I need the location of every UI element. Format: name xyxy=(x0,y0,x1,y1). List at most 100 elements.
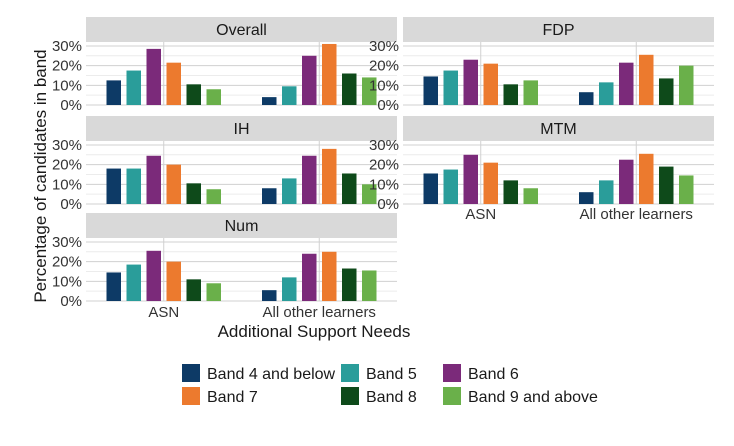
bar-mtm-asn-band-7 xyxy=(483,162,498,204)
y-tick-label: 20% xyxy=(52,157,82,174)
panel-strip xyxy=(403,116,714,141)
bar-num-all-other-learners-band-8 xyxy=(342,268,357,301)
bar-mtm-asn-band-5 xyxy=(443,169,458,204)
bar-ih-asn-band-5 xyxy=(126,168,141,204)
legend-label: Band 7 xyxy=(207,389,258,406)
bar-num-asn-band-4-and-below xyxy=(106,272,121,301)
bar-num-all-other-learners-band-6 xyxy=(302,253,317,301)
y-tick-label: 0% xyxy=(60,196,82,213)
bar-fdp-all-other-learners-band-7 xyxy=(639,54,654,105)
legend-swatch xyxy=(443,364,461,382)
bar-fdp-asn-band-9-and-above xyxy=(523,80,538,105)
bar-overall-all-other-learners-band-7 xyxy=(322,43,337,105)
y-tick-label: 0% xyxy=(60,293,82,310)
legend-label: Band 8 xyxy=(366,389,417,406)
bar-fdp-asn-band-7 xyxy=(483,63,498,105)
bar-overall-asn-band-7 xyxy=(166,62,181,105)
bar-ih-all-other-learners-band-7 xyxy=(322,148,337,204)
panel-title: IH xyxy=(234,121,250,138)
bar-num-asn-band-8 xyxy=(186,279,201,301)
bar-fdp-asn-band-8 xyxy=(503,84,518,105)
panel-mtm: MTM 0% 10% 20% 30% xyxy=(369,116,714,213)
legend: Band 4 and below Band 5 Band 6 Band 7 Band 8… xyxy=(182,364,598,406)
panel-overall: Overall 0% 10% 20% 30% xyxy=(52,17,397,114)
bar-overall-all-other-learners-band-9-and-above xyxy=(362,77,377,105)
y-tick-label: 10% xyxy=(52,273,82,290)
panel-strip xyxy=(403,17,714,42)
bar-mtm-all-other-learners-band-4-and-below xyxy=(579,192,594,204)
legend-item-band-6: Band 6 xyxy=(443,364,519,383)
panel-num: Num 0% 10% 20% 30% xyxy=(52,213,397,310)
y-tick-label: 0% xyxy=(377,196,399,213)
bar-fdp-all-other-learners-band-9-and-above xyxy=(679,65,694,105)
panel-strip xyxy=(86,17,397,42)
bar-num-asn-band-6 xyxy=(146,250,161,301)
bar-ih-all-other-learners-band-9-and-above xyxy=(362,184,377,204)
bar-num-asn-band-5 xyxy=(126,264,141,301)
bar-mtm-asn-band-8 xyxy=(503,180,518,204)
bar-overall-all-other-learners-band-8 xyxy=(342,73,357,105)
bar-ih-asn-band-8 xyxy=(186,183,201,204)
bar-overall-asn-band-9-and-above xyxy=(206,89,221,105)
bar-mtm-all-other-learners-band-5 xyxy=(599,180,614,204)
bar-fdp-all-other-learners-band-5 xyxy=(599,82,614,105)
y-tick-label: 10% xyxy=(52,176,82,193)
legend-item-band-7: Band 7 xyxy=(182,387,258,406)
x-tick-label: ASN xyxy=(465,206,496,223)
x-tick-label: ASN xyxy=(148,304,179,321)
legend-swatch xyxy=(182,387,200,405)
legend-swatch xyxy=(341,387,359,405)
y-tick-label: 30% xyxy=(369,137,399,154)
y-tick-label: 0% xyxy=(60,97,82,114)
panel-strip xyxy=(86,116,397,141)
panel-strip xyxy=(86,213,397,238)
y-tick-label: 20% xyxy=(52,58,82,75)
y-tick-label: 20% xyxy=(369,157,399,174)
bar-num-all-other-learners-band-9-and-above xyxy=(362,270,377,301)
x-tick-label: All other learners xyxy=(580,206,693,223)
bar-mtm-asn-band-4-and-below xyxy=(423,173,438,204)
panel-title: MTM xyxy=(540,121,576,138)
panel-title: FDP xyxy=(543,22,575,39)
legend-label: Band 9 and above xyxy=(468,389,598,406)
bar-fdp-asn-band-4-and-below xyxy=(423,76,438,105)
bar-fdp-asn-band-5 xyxy=(443,70,458,105)
y-tick-label: 30% xyxy=(369,38,399,55)
bar-ih-all-other-learners-band-6 xyxy=(302,155,317,204)
bar-fdp-all-other-learners-band-4-and-below xyxy=(579,92,594,105)
legend-label: Band 6 xyxy=(468,366,519,383)
x-tick-label: All other learners xyxy=(263,304,376,321)
legend-item-band-9-and-above: Band 9 and above xyxy=(443,387,598,406)
panel-title: Num xyxy=(225,218,259,235)
bar-ih-asn-band-6 xyxy=(146,155,161,204)
bar-ih-all-other-learners-band-5 xyxy=(282,178,297,204)
bar-mtm-all-other-learners-band-8 xyxy=(659,166,674,204)
bar-num-all-other-learners-band-7 xyxy=(322,251,337,301)
bar-overall-all-other-learners-band-4-and-below xyxy=(262,97,277,105)
bar-overall-all-other-learners-band-6 xyxy=(302,55,317,105)
y-tick-label: 10% xyxy=(369,176,399,193)
bar-overall-asn-band-8 xyxy=(186,84,201,105)
bar-overall-asn-band-5 xyxy=(126,70,141,105)
panel-ih: IH 0% 10% 20% 30% xyxy=(52,116,397,213)
bar-overall-asn-band-6 xyxy=(146,48,161,105)
bar-num-all-other-learners-band-4-and-below xyxy=(262,290,277,301)
legend-item-band-8: Band 8 xyxy=(341,387,417,406)
legend-label: Band 5 xyxy=(366,366,417,383)
legend-item-band-5: Band 5 xyxy=(341,364,417,383)
bar-ih-all-other-learners-band-4-and-below xyxy=(262,188,277,204)
y-tick-label: 10% xyxy=(369,77,399,94)
y-tick-label: 10% xyxy=(52,77,82,94)
chart-panels: Overall 0% 10% 20% 30% FDP 0% 10% 20% 30% IH 0% 10% 2… xyxy=(52,17,714,310)
bar-mtm-asn-band-9-and-above xyxy=(523,188,538,204)
legend-swatch xyxy=(443,387,461,405)
bar-fdp-all-other-learners-band-6 xyxy=(619,62,634,105)
bar-fdp-asn-band-6 xyxy=(463,59,478,105)
bar-ih-all-other-learners-band-8 xyxy=(342,173,357,204)
bar-mtm-all-other-learners-band-7 xyxy=(639,153,654,204)
bar-num-asn-band-9-and-above xyxy=(206,283,221,301)
bar-ih-asn-band-7 xyxy=(166,164,181,204)
bar-ih-asn-band-4-and-below xyxy=(106,168,121,204)
y-axis-title: Percentage of candidates in band xyxy=(31,49,50,302)
